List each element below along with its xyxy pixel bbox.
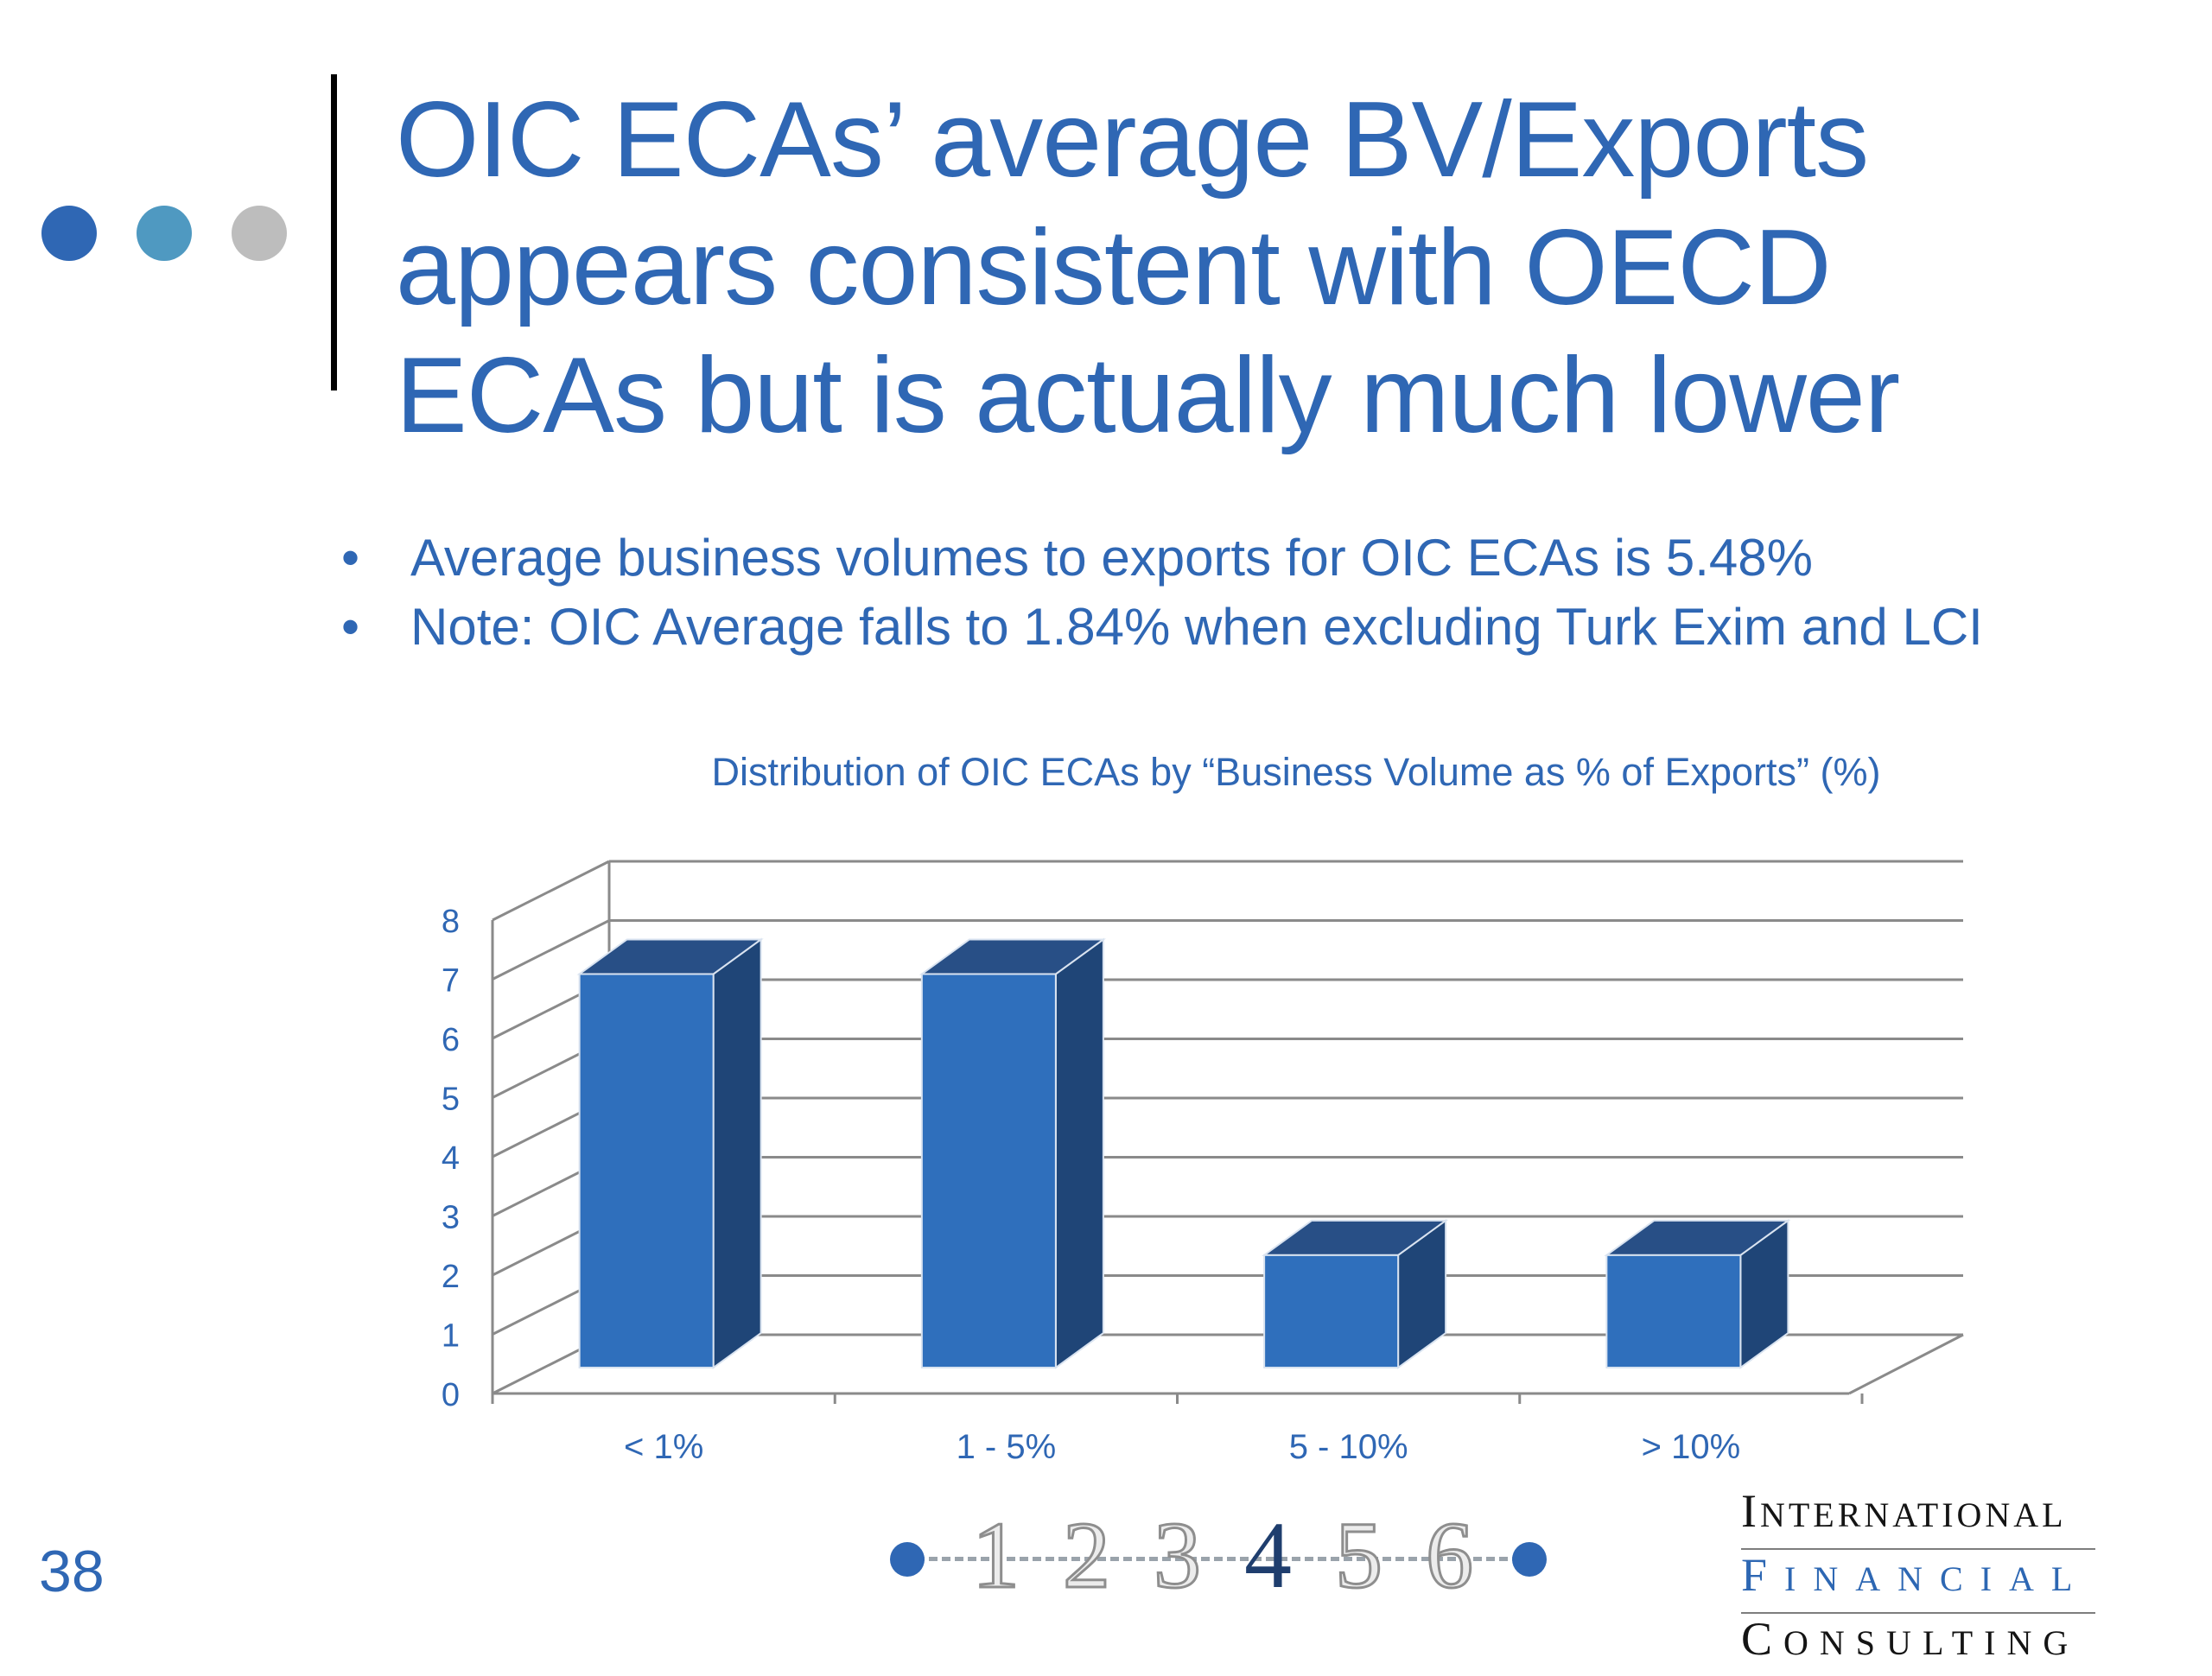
bullet-text: Note: OIC Average falls to 1.84% when ex… [410, 598, 1983, 656]
company-logo: INTERNATIONAL FINANCIAL CONSULTING [1741, 1486, 2104, 1676]
y-tick-label: 2 [442, 1259, 460, 1295]
bullet-list: Average business volumes to exports for … [341, 524, 1983, 662]
title-line-3: ECAs but is actually much lower [396, 336, 1900, 455]
bar-side [1054, 937, 1104, 1369]
page-number: 38 [39, 1539, 105, 1604]
x-tick-label: 5 - 10% [1289, 1428, 1408, 1466]
bar [1263, 1254, 1400, 1368]
nav-step-2[interactable]: 2 [1062, 1502, 1112, 1608]
bullet-item: Average business volumes to exports for … [341, 524, 1983, 593]
dot-3 [232, 206, 287, 261]
y-tick-label: 7 [442, 963, 460, 1000]
floor-edge [1848, 1333, 1964, 1395]
logo-rule [1741, 1548, 2095, 1550]
bullet-text: Average business volumes to exports for … [410, 529, 1813, 587]
x-tick-label: 1 - 5% [957, 1428, 1057, 1466]
nav-end-dot [1512, 1542, 1547, 1577]
title-line-2: appears consistent with OECD [396, 208, 1832, 327]
bar [578, 973, 715, 1368]
logo-rule [1741, 1612, 2095, 1614]
bar [1605, 1254, 1742, 1368]
x-tick-label: < 1% [624, 1428, 703, 1466]
nav-dashed-line [916, 1557, 1521, 1561]
y-tick-label: 1 [442, 1318, 460, 1355]
dot-2 [137, 206, 192, 261]
nav-step-5[interactable]: 5 [1334, 1502, 1384, 1608]
logo-line-1: INTERNATIONAL [1741, 1485, 2067, 1537]
y-tick-label: 6 [442, 1022, 460, 1058]
side-wall-gridline [492, 860, 610, 922]
nav-step-3[interactable]: 3 [1153, 1502, 1203, 1608]
bar-side [712, 937, 762, 1369]
nav-start-dot [890, 1542, 925, 1577]
logo-line-2: FINANCIAL [1741, 1549, 2090, 1601]
title-line-1: OIC ECAs’ average BV/Exports [396, 80, 1869, 200]
nav-step-1[interactable]: 1 [971, 1502, 1021, 1608]
chart-title: Distribution of OIC ECAs by “Business Vo… [711, 750, 1881, 794]
bar [920, 973, 1057, 1368]
y-tick-label: 3 [442, 1200, 460, 1236]
bullet-item: Note: OIC Average falls to 1.84% when ex… [341, 593, 1983, 662]
y-tick-label: 4 [442, 1140, 460, 1177]
logo-line-3: CONSULTING [1741, 1613, 2080, 1665]
dot-1 [41, 206, 97, 261]
y-tick-label: 0 [442, 1377, 460, 1413]
nav-step-6[interactable]: 6 [1425, 1502, 1475, 1608]
y-tick-label: 8 [442, 904, 460, 940]
title-divider [331, 74, 337, 390]
side-wall-gridline [492, 919, 610, 981]
page-title: OIC ECAs’ average BV/Exports appears con… [396, 76, 2176, 460]
x-tick-label: > 10% [1642, 1428, 1741, 1466]
y-tick-label: 5 [442, 1082, 460, 1118]
nav-step-4[interactable]: 4 [1244, 1502, 1292, 1608]
